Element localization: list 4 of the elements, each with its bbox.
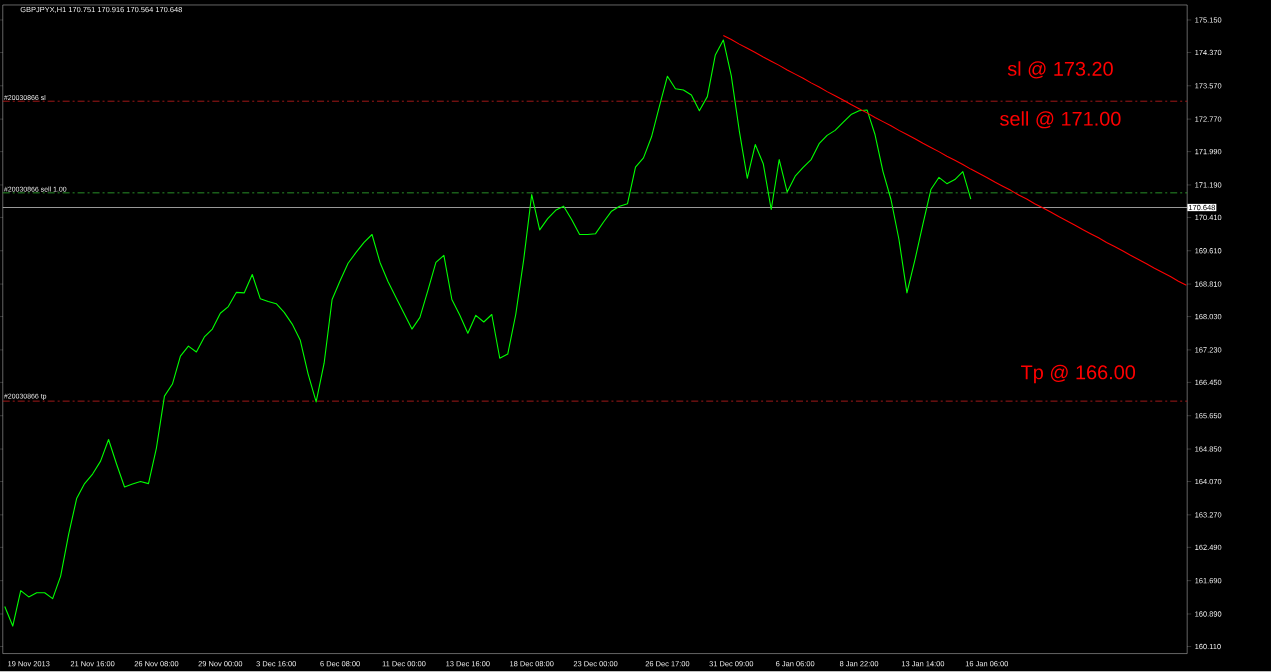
line-series xyxy=(4,39,972,627)
annotation: sl @ 173.20 xyxy=(1007,61,1113,79)
annotation: Tp @ 166.00 xyxy=(1021,365,1136,384)
annotation: sell @ 171.00 xyxy=(1000,111,1121,129)
